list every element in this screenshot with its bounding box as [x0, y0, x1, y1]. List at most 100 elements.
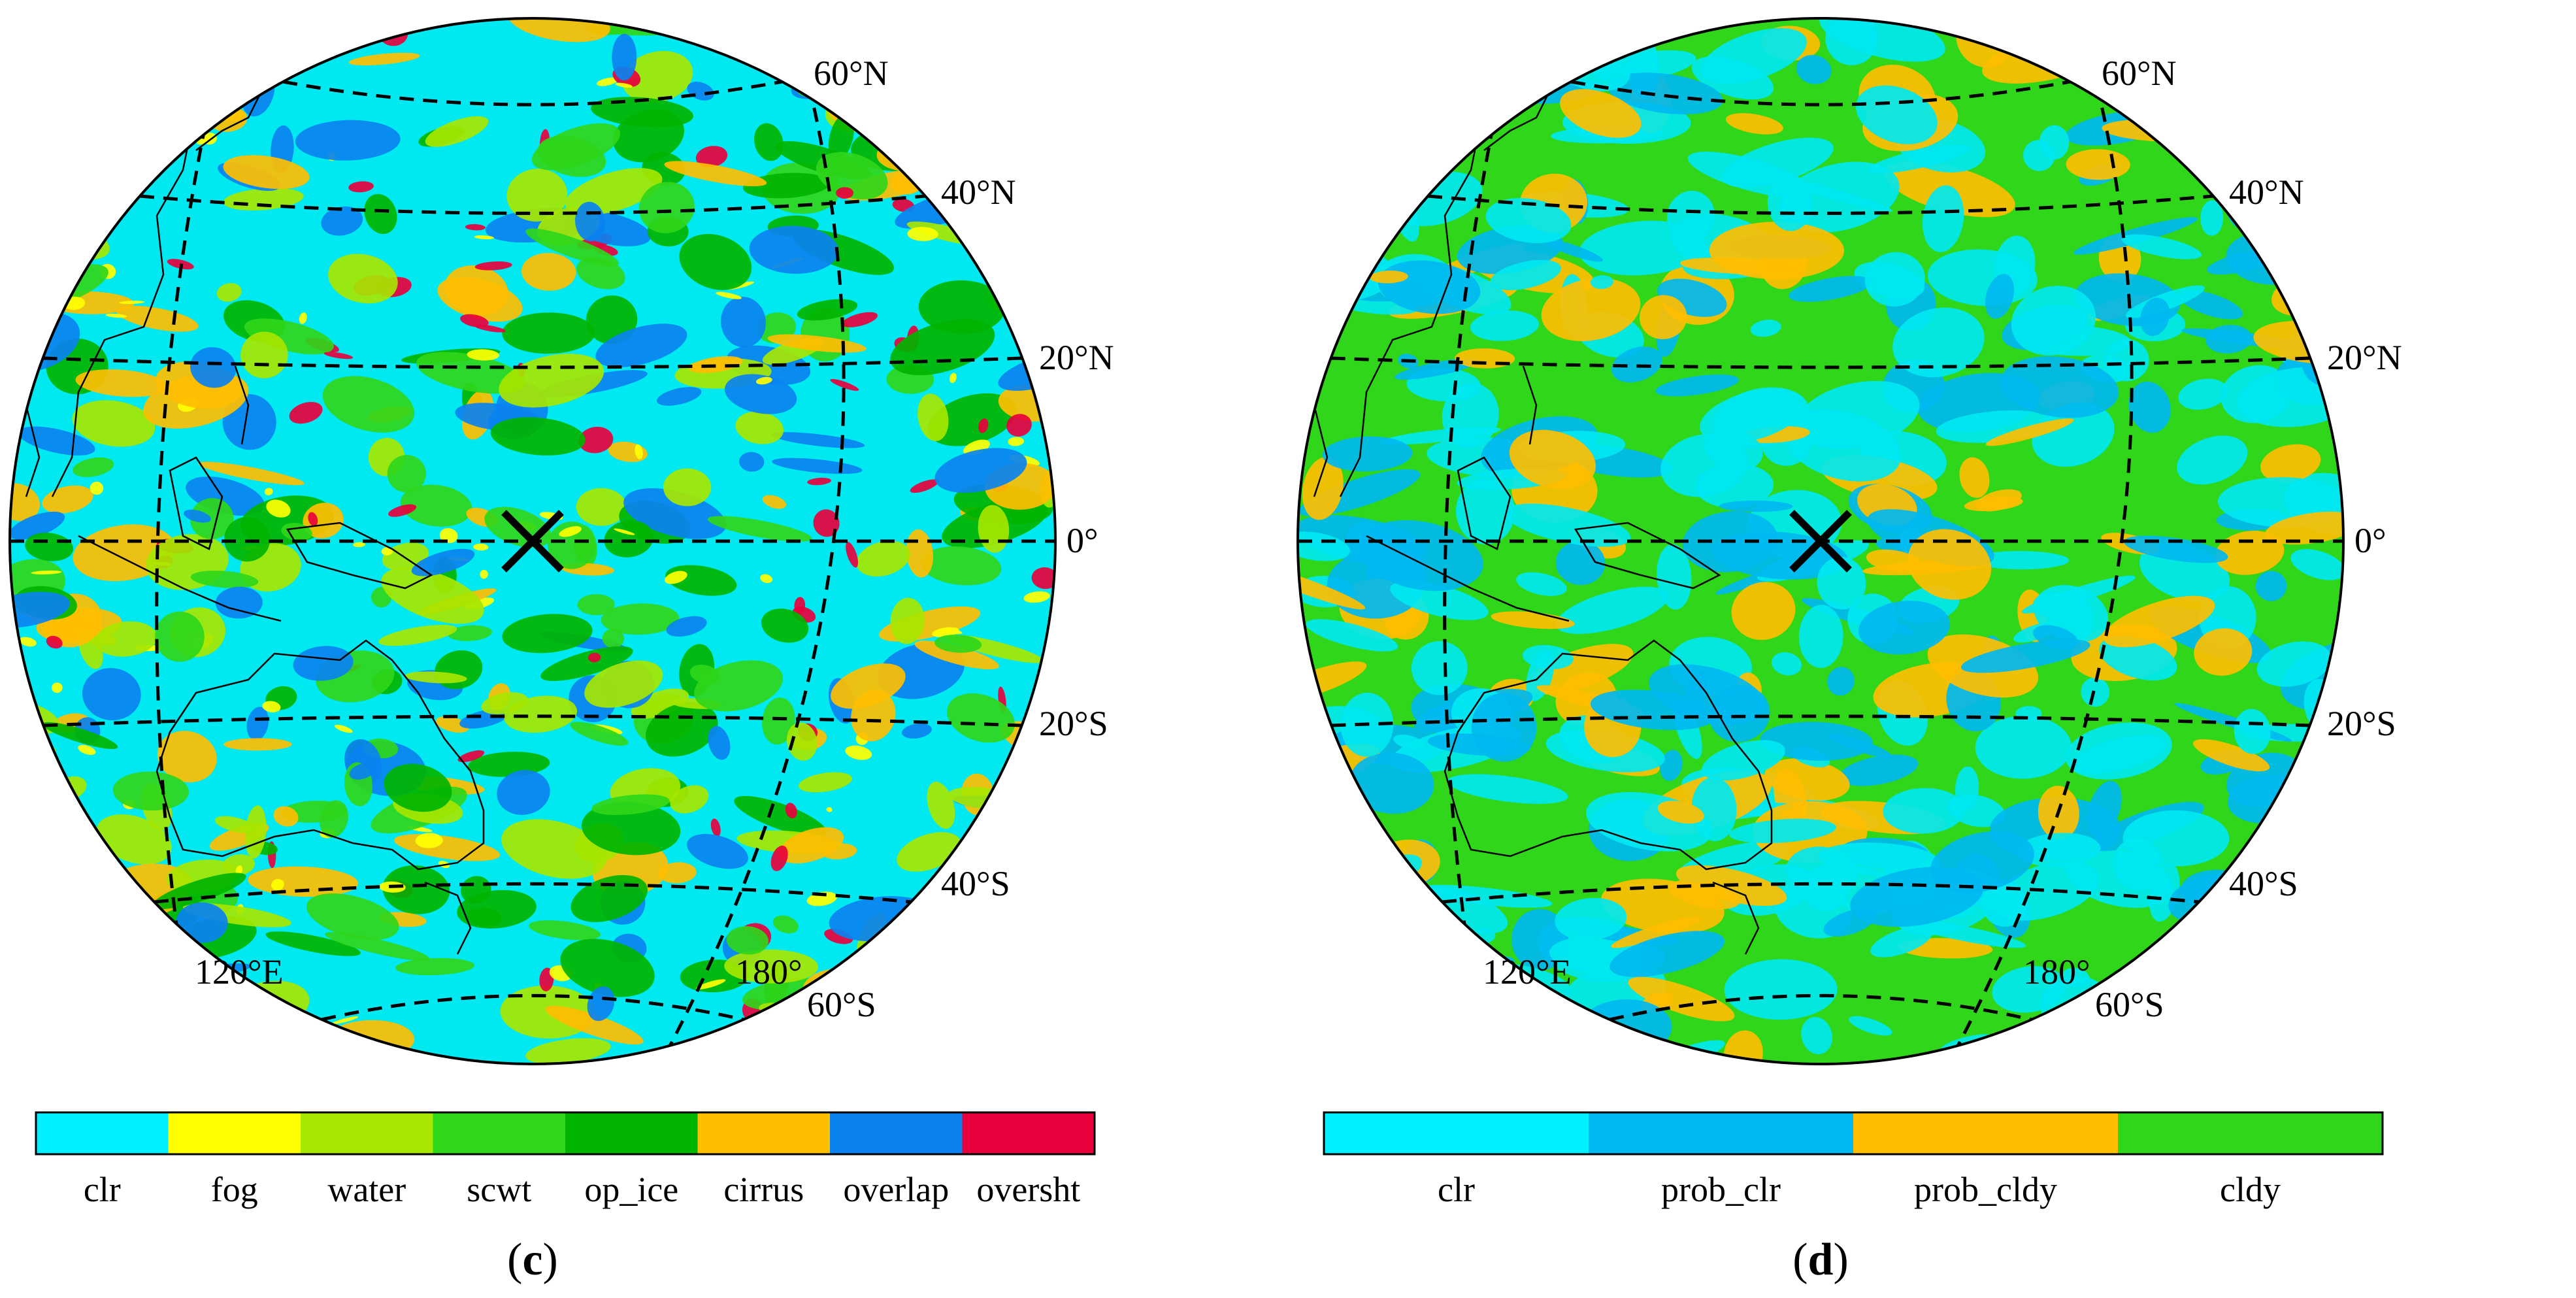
longitude-line	[665, 39, 846, 1054]
cloud-patch	[785, 803, 797, 819]
cloud-patch	[73, 457, 114, 477]
cloud-patch	[578, 427, 614, 454]
cloud-patch	[726, 926, 768, 955]
cloud-patch	[320, 800, 348, 838]
cloud-patch	[1491, 611, 1575, 629]
cloud-patch	[111, 176, 122, 185]
cloud-patch	[587, 652, 601, 663]
colorbar-label-water: water	[327, 1170, 406, 1209]
panel-c: 60°N 40°N 20°N 0° 20°S 40°S 60°S 120°E 180° clr fo…	[8, 17, 1114, 1285]
cloud-patch	[1302, 456, 1344, 520]
cloud-patch	[467, 349, 500, 361]
colorbar-swatch-op_ice	[565, 1112, 698, 1154]
cloud-patch	[51, 682, 63, 693]
colorbar-swatch-overlap	[830, 1112, 963, 1154]
cloud-patch	[2192, 739, 2270, 772]
cloud-patch	[856, 541, 910, 576]
cloud-patch	[1922, 185, 1964, 252]
cloud-patch	[2230, 67, 2343, 82]
cloud-patch	[382, 865, 450, 914]
cloud-patch	[1750, 320, 1781, 337]
cloud-patch	[638, 182, 695, 233]
cloud-patch	[708, 725, 731, 760]
cloud-patch	[1464, 60, 1497, 99]
cloud-patch	[1827, 667, 1855, 696]
cloud-patch	[982, 812, 1025, 863]
cloud-patch	[813, 509, 840, 537]
cloud-patch	[395, 957, 474, 976]
cloud-patch	[1358, 520, 1483, 591]
cloud-patch	[963, 940, 1000, 985]
cloud-patch	[1307, 935, 1368, 1003]
cloud-patch	[240, 331, 288, 378]
cloud-patch	[1525, 644, 1634, 695]
colorbar-label-clr: clr	[84, 1170, 121, 1209]
cloud-patch	[1023, 591, 1050, 603]
latitude-label: 60°S	[807, 985, 876, 1024]
cloud-patch	[2112, 838, 2164, 891]
cloud-patch	[2021, 575, 2136, 614]
cloud-patch	[306, 893, 399, 940]
cloud-patch	[425, 116, 489, 147]
cloud-patch	[1971, 550, 2070, 570]
cloud-patch	[1008, 280, 1055, 303]
cloud-patch	[933, 918, 973, 934]
panel-d: 60°N 40°N 20°N 0° 20°S 40°S 60°S 120°E 180° clr pr…	[1288, 0, 2576, 1298]
cloud-patch	[890, 597, 925, 644]
cloud-patch	[927, 782, 955, 829]
cloud-patch	[334, 724, 353, 733]
cloud-patch	[1312, 982, 1445, 1029]
cloud-patch	[1450, 1029, 1542, 1064]
latitude-label: 20°S	[1039, 704, 1108, 743]
cloud-patch	[2192, 961, 2318, 1017]
colorbar-label-overlap: overlap	[843, 1170, 949, 1209]
cloud-patch	[1391, 937, 1433, 989]
cloud-patch	[1796, 380, 1920, 450]
cloud-patch	[127, 1017, 162, 1064]
cloud-patch	[388, 504, 417, 517]
cloud-patch	[349, 763, 376, 780]
panel-letter: (d)	[1792, 1235, 1849, 1285]
cloud-patch	[1772, 652, 1802, 676]
cloud-patch	[465, 224, 486, 231]
cloud-patch	[694, 660, 783, 712]
cloud-patch	[735, 411, 784, 444]
cloud-patch	[289, 1014, 312, 1064]
latitude-label: 40°N	[2229, 173, 2304, 212]
cloud-patch	[836, 187, 854, 199]
cloud-patch	[2264, 511, 2343, 545]
cloud-patch	[587, 986, 615, 1022]
cloud-patch	[1012, 784, 1055, 822]
cloud-patch	[262, 701, 281, 712]
cloud-patch	[190, 347, 237, 388]
cloud-patch	[991, 919, 1019, 950]
cloud-patch	[817, 23, 893, 42]
cloud-patch	[760, 574, 773, 584]
cloud-patch	[1421, 82, 1489, 131]
cloud-patch	[934, 635, 982, 653]
cloud-patch	[1870, 926, 1933, 957]
cloud-patch	[844, 18, 855, 44]
cloud-patch	[1298, 144, 1394, 204]
cloud-patch	[2140, 297, 2170, 336]
longitude-label: 120°E	[1483, 952, 1572, 991]
cloud-patch	[902, 723, 932, 739]
sub-satellite-marker	[1789, 510, 1852, 573]
cloud-patch	[1490, 259, 1561, 290]
cloud-patch	[1509, 429, 1596, 490]
cloud-patch	[502, 312, 595, 354]
cloud-patch	[1329, 1047, 1370, 1061]
cloud-patch	[1357, 994, 1389, 1054]
cloud-patch	[1474, 57, 1556, 84]
cloud-patch	[232, 22, 250, 42]
cloud-patch	[18, 426, 95, 456]
cloud-patch	[215, 586, 263, 619]
latitude-label: 40°S	[941, 864, 1010, 903]
cloud-patch	[266, 499, 291, 518]
cloud-patch	[1817, 556, 1866, 610]
cloud-patch	[2177, 925, 2278, 948]
latitude-label: 20°N	[1039, 338, 1114, 377]
cloud-patch	[293, 646, 354, 681]
cloud-patch	[10, 914, 67, 936]
cloud-patch	[235, 865, 243, 876]
